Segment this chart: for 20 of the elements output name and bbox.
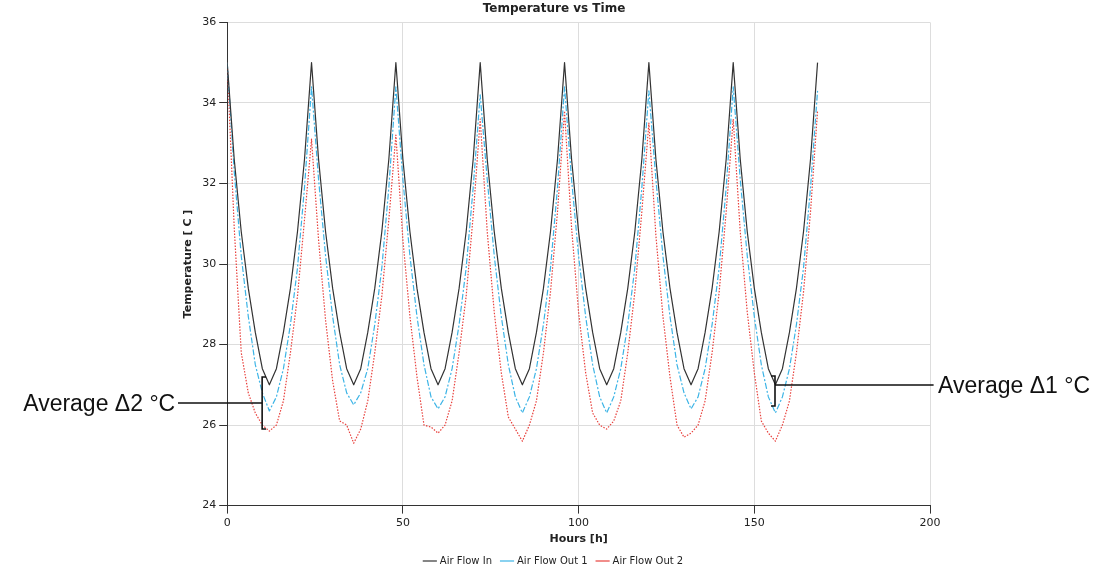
x-tick-label: 200 (919, 516, 941, 530)
x-axis-title: Hours [h] (549, 532, 608, 546)
annotation: Average Δ2 °C (23, 388, 176, 417)
legend-label: Air Flow In (439, 554, 493, 566)
annotation: Average Δ1 °C (938, 370, 1090, 399)
x-tick-label: 150 (743, 516, 765, 530)
legend-label: Air Flow Out 2 (612, 554, 684, 566)
y-tick-label: 30 (202, 256, 217, 270)
legend-label: Air Flow Out 1 (517, 554, 588, 566)
y-tick-label: 24 (202, 498, 217, 512)
chart-title: Temperature vs Time (482, 1, 626, 16)
x-tick-label: 0 (223, 516, 231, 530)
y-tick-label: 34 (202, 95, 217, 109)
x-tick-label: 50 (395, 516, 410, 530)
y-tick-label: 36 (202, 15, 217, 29)
y-tick-label: 32 (202, 176, 217, 190)
x-tick-label: 100 (568, 516, 590, 530)
y-axis-title: Temperature [ C ] (181, 209, 195, 319)
y-tick-label: 26 (202, 417, 217, 431)
y-tick-label: 28 (202, 337, 217, 351)
